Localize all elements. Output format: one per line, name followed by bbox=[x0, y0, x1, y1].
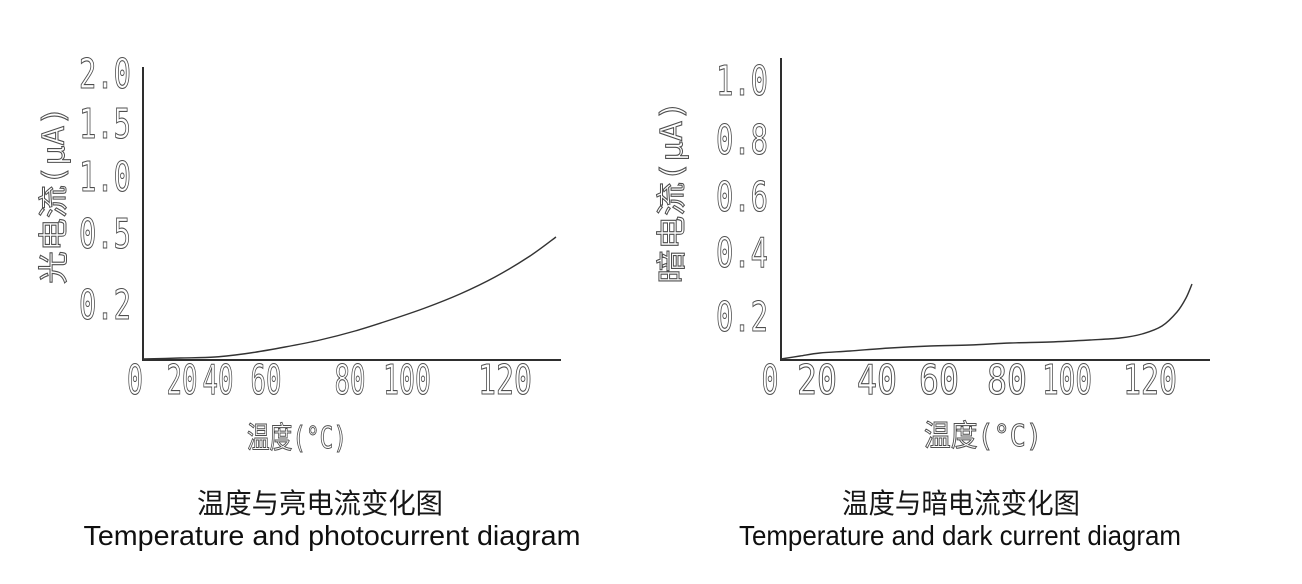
darkcurrent-x-axis-title: 温度(°C) bbox=[924, 419, 1042, 454]
darkcurrent-caption-en: Temperature and dark current diagram bbox=[739, 520, 1181, 551]
x-tick-label: 40 bbox=[203, 356, 234, 404]
photocurrent-curve bbox=[142, 236, 557, 360]
x-tick-label: 40 bbox=[857, 356, 897, 404]
darkcurrent-curve bbox=[780, 283, 1193, 360]
darkcurrent-chart: 1.0 0.8 0.6 0.4 0.2 0 20 40 60 80 100 12… bbox=[655, 56, 1210, 455]
x-tick-label: 20 bbox=[167, 356, 198, 404]
y-tick-label: 1.0 bbox=[716, 57, 768, 105]
y-tick-label: 0.2 bbox=[716, 293, 768, 341]
x-tick-label: 0 bbox=[762, 356, 779, 404]
photocurrent-y-axis-title: 光电流(μA) bbox=[37, 106, 72, 284]
y-tick-label: 0.5 bbox=[79, 210, 131, 258]
darkcurrent-y-axis-title: 暗电流(μA) bbox=[655, 101, 690, 284]
x-tick-label: 80 bbox=[335, 356, 366, 404]
x-tick-label: 60 bbox=[251, 356, 282, 404]
x-tick-label: 100 bbox=[1042, 356, 1092, 404]
x-tick-label: 0 bbox=[127, 356, 143, 404]
x-tick-label: 120 bbox=[478, 356, 532, 404]
y-tick-label: 0.2 bbox=[79, 281, 131, 329]
y-tick-label: 1.5 bbox=[79, 100, 131, 148]
x-tick-label: 100 bbox=[383, 356, 431, 404]
captions: 温度与亮电流变化图 Temperature and photocurrent d… bbox=[84, 488, 1182, 551]
y-tick-label: 0.4 bbox=[716, 229, 768, 277]
y-tick-label: 0.6 bbox=[716, 173, 768, 221]
x-tick-label: 20 bbox=[797, 356, 837, 404]
x-tick-label: 60 bbox=[919, 356, 959, 404]
y-tick-label: 1.0 bbox=[79, 153, 131, 201]
photocurrent-chart: 2.0 1.5 1.0 0.5 0.2 0 20 40 60 80 100 12… bbox=[37, 49, 561, 457]
x-tick-label: 120 bbox=[1123, 356, 1177, 404]
y-tick-label: 2.0 bbox=[79, 50, 131, 98]
photocurrent-x-axis-title: 温度(°C) bbox=[247, 421, 347, 456]
y-tick-label: 0.8 bbox=[716, 116, 768, 164]
darkcurrent-caption-zh: 温度与暗电流变化图 bbox=[842, 488, 1080, 520]
x-tick-label: 80 bbox=[987, 356, 1027, 404]
photocurrent-caption-en: Temperature and photocurrent diagram bbox=[84, 520, 581, 551]
photocurrent-caption-zh: 温度与亮电流变化图 bbox=[197, 488, 443, 520]
